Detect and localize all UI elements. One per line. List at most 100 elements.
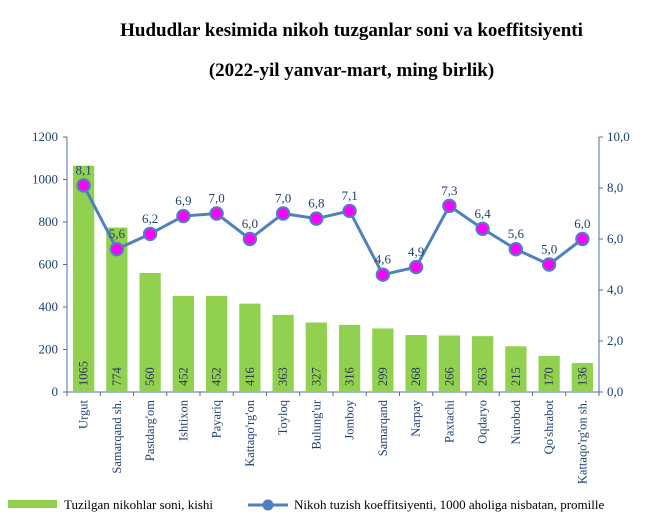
line-point [475, 221, 490, 237]
x-category-label: Samarqand sh. [110, 400, 124, 474]
bar-value-label: 416 [243, 367, 257, 386]
legend-bar-label: Tuzilgan nikohlar soni, kishi [64, 497, 213, 512]
x-category-label: Bulung'ur [309, 399, 323, 449]
line-point [408, 259, 424, 275]
line-point [309, 211, 324, 226]
bar [571, 363, 594, 392]
y-left-tick-label: 1000 [32, 172, 58, 187]
x-category-label: Kattaqo'rg'on [243, 399, 257, 467]
line-value-label: 7,1 [342, 188, 358, 203]
bar-value-label: 263 [476, 367, 490, 386]
bar-value-label: 1065 [77, 361, 91, 386]
line-point [109, 242, 125, 257]
y-left-tick-label: 600 [39, 257, 59, 272]
x-category-label: Kattaqo'rg'on sh. [575, 400, 589, 484]
line-point [142, 226, 158, 242]
line-point [242, 231, 258, 247]
line-value-label: 4,9 [408, 244, 424, 259]
x-category-label: Toyloq [276, 399, 290, 435]
bar [205, 295, 228, 392]
bar [139, 273, 161, 392]
y-right-tick-label: 0,0 [607, 384, 623, 399]
bar [272, 314, 294, 392]
y-left-tick-label: 200 [39, 342, 59, 357]
bar-value-label: 327 [309, 367, 323, 386]
bar-value-label: 363 [276, 367, 290, 386]
bar-value-label: 452 [210, 367, 224, 386]
y-right-tick-label: 6,0 [607, 231, 623, 246]
bar-value-label: 136 [575, 367, 589, 386]
bar [538, 355, 560, 392]
x-category-label: Oqdaryo [476, 400, 490, 444]
bar-value-label: 560 [143, 367, 157, 386]
line-series [82, 184, 584, 277]
bar-value-label: 215 [509, 367, 523, 386]
line-value-label: 7,0 [275, 191, 291, 206]
y-right-tick-label: 8,0 [607, 180, 623, 195]
chart-title: Hududlar kesimida nikoh tuzganlar soni v… [120, 20, 583, 41]
line-value-label: 5,6 [109, 226, 126, 241]
bar [438, 335, 461, 392]
bar [405, 335, 427, 392]
x-category-label: Urgut [77, 399, 91, 428]
legend-bar-swatch [8, 500, 57, 508]
line-point [176, 208, 191, 224]
x-category-label: Paxtachi [442, 399, 456, 443]
line-value-label: 6,0 [242, 216, 258, 231]
line-value-label: 7,3 [441, 183, 457, 198]
y-right-tick-label: 2,0 [607, 333, 623, 348]
line-value-label: 5,6 [508, 226, 525, 241]
x-category-label: Payariq [210, 399, 224, 438]
chart-subtitle: (2022-yil yanvar-mart, ming birlik) [208, 60, 495, 81]
bar-value-label: 316 [343, 367, 357, 386]
x-category-label: Narpay [409, 399, 423, 437]
bar [172, 295, 195, 392]
x-category-label: Nurobod [509, 399, 523, 444]
bar [372, 328, 394, 392]
bar-value-label: 299 [376, 367, 390, 386]
legend-line-marker [262, 499, 274, 511]
line-point [209, 206, 224, 221]
bar [338, 324, 361, 392]
line-value-label: 6,8 [308, 196, 324, 211]
bar-value-label: 452 [176, 367, 190, 386]
legend-line-label: Nikoh tuzish koeffitsiyenti, 1000 aholig… [294, 497, 604, 512]
x-category-label: Qo'shrabot [542, 399, 556, 454]
line-value-label: 5,0 [541, 242, 557, 257]
line-value-label: 6,4 [475, 206, 492, 221]
bar-value-label: 170 [542, 367, 556, 386]
line-value-label: 6,0 [574, 216, 590, 231]
line-point [442, 198, 457, 214]
line-value-label: 6,2 [142, 211, 158, 226]
y-left-tick-label: 400 [39, 299, 59, 314]
line-point [76, 178, 91, 193]
x-category-label: Pastdarg'om [143, 400, 157, 461]
bar-value-label: 774 [110, 367, 124, 387]
line-value-label: 4,6 [375, 252, 392, 267]
y-left-tick-label: 1200 [32, 129, 58, 144]
line-value-label: 6,9 [175, 193, 191, 208]
y-left-tick-label: 800 [39, 214, 59, 229]
line-value-label: 8,1 [76, 162, 92, 177]
y-right-tick-label: 4,0 [607, 282, 623, 297]
bar-value-label: 266 [442, 367, 456, 386]
line-point [508, 242, 524, 257]
line-value-label: 7,0 [209, 191, 225, 206]
y-left-tick-label: 0 [52, 384, 59, 399]
bar [72, 165, 95, 392]
bar [505, 346, 527, 392]
line-point [275, 206, 291, 221]
x-category-label: Samarqand [376, 399, 390, 456]
bar [471, 336, 494, 392]
line-point [575, 231, 590, 247]
line-point [541, 257, 557, 272]
bar [305, 322, 328, 392]
line-point [342, 203, 357, 219]
x-category-label: Jomboy [343, 399, 357, 439]
x-category-label: Ishtixon [176, 399, 190, 441]
bar [239, 303, 261, 392]
bar [106, 227, 128, 392]
y-right-tick-label: 10,0 [607, 129, 630, 144]
line-point [375, 267, 391, 282]
